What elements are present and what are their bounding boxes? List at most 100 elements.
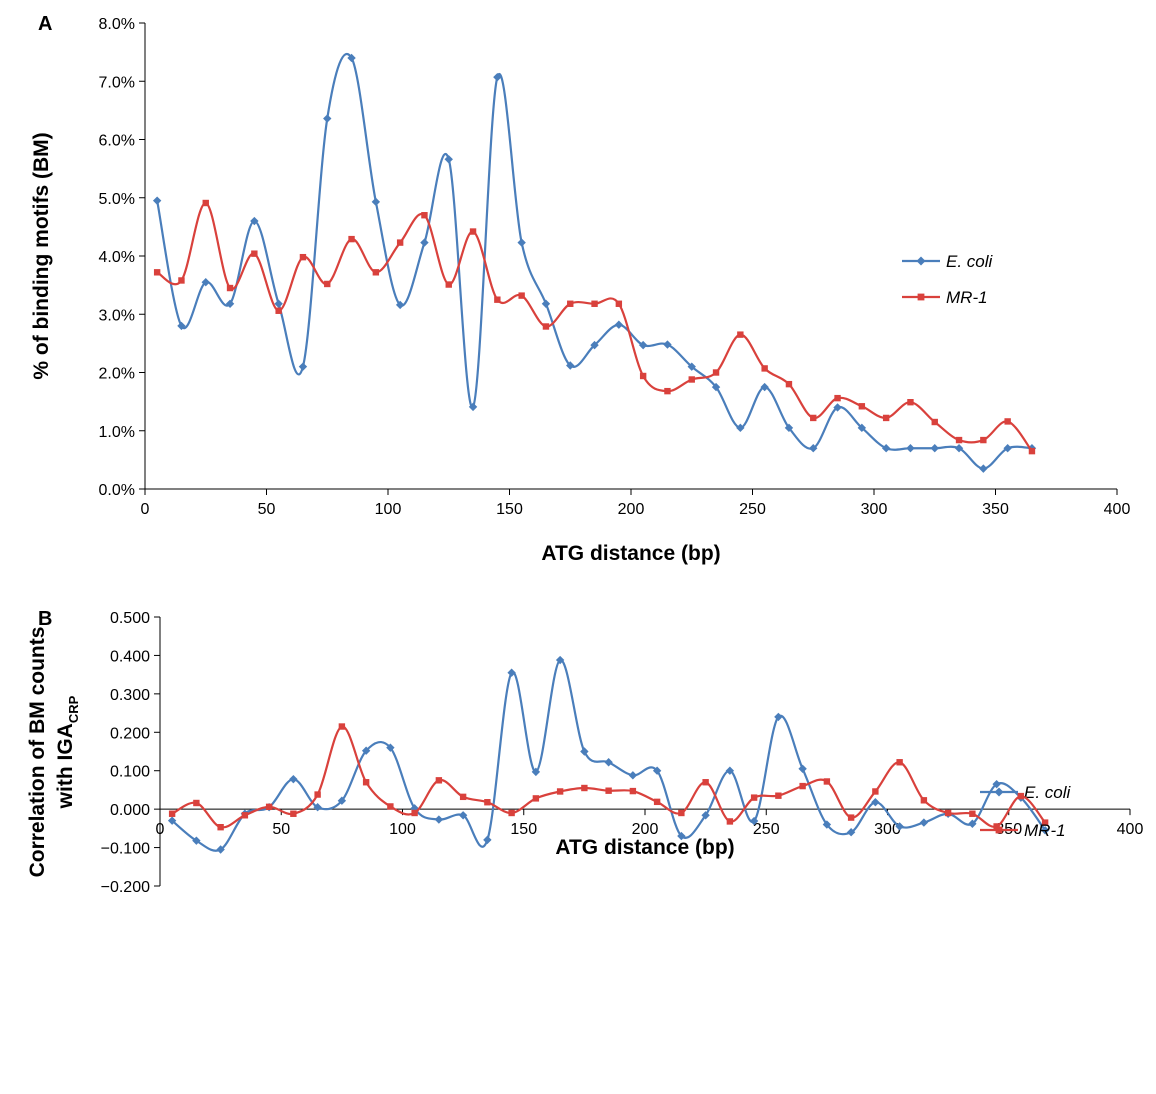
x-tick-label: 50 xyxy=(272,821,290,838)
data-point-mr1 xyxy=(591,300,598,307)
data-point-mr1 xyxy=(629,787,637,795)
y-tick-label: 1.0% xyxy=(99,424,135,441)
x-tick-label: 50 xyxy=(258,501,276,518)
data-point-ecoli xyxy=(774,712,783,722)
data-point-ecoli xyxy=(566,361,575,370)
y-axis-title-line2: with IGA xyxy=(54,723,77,809)
x-tick-label: 0 xyxy=(141,501,150,518)
y-tick-label: −0.100 xyxy=(101,841,150,858)
x-tick-label: 400 xyxy=(1117,821,1144,838)
legend-label-ecoli: E. coli xyxy=(946,252,994,271)
data-point-ecoli xyxy=(954,444,964,453)
data-point-mr1 xyxy=(299,253,307,261)
data-point-ecoli xyxy=(760,382,769,392)
panel-label: A xyxy=(38,13,52,35)
y-tick-label: 8.0% xyxy=(99,16,135,33)
data-point-mr1 xyxy=(726,818,734,825)
data-point-ecoli xyxy=(822,820,832,829)
data-point-mr1 xyxy=(338,723,346,730)
data-point-mr1 xyxy=(823,778,831,785)
y-tick-label: −0.200 xyxy=(101,879,150,896)
data-point-ecoli xyxy=(919,818,929,827)
data-point-ecoli xyxy=(687,362,696,371)
data-point-mr1 xyxy=(785,380,793,388)
panel-b-chart: B −0.200 −0.100 0.000 0.100 0.200 0.300 0.400 0.… xyxy=(26,608,1143,896)
legend-marker-ecoli xyxy=(916,256,926,266)
data-point-ecoli xyxy=(483,835,492,845)
data-point-ecoli xyxy=(871,798,880,807)
data-point-mr1 xyxy=(567,300,574,307)
data-point-mr1 xyxy=(882,414,890,422)
y-tick-label: 0.100 xyxy=(110,764,150,781)
x-tick-label: 150 xyxy=(510,821,537,838)
data-point-ecoli xyxy=(749,816,759,826)
x-axis-title: ATG distance (bp) xyxy=(555,836,734,859)
y-tick-label: 0.0% xyxy=(99,482,135,499)
data-point-mr1 xyxy=(955,436,963,444)
data-point-mr1 xyxy=(834,394,841,402)
data-point-ecoli xyxy=(468,402,478,412)
data-point-mr1 xyxy=(712,369,720,376)
data-point-mr1 xyxy=(615,300,623,307)
data-point-mr1 xyxy=(290,810,297,817)
y-tick-label: 6.0% xyxy=(99,133,135,150)
data-point-ecoli xyxy=(736,423,745,433)
data-point-ecoli xyxy=(274,299,283,308)
data-point-mr1 xyxy=(484,799,491,806)
legend-label-mr1: MR-1 xyxy=(946,288,988,307)
data-point-ecoli xyxy=(289,774,298,784)
y-tick-label: 5.0% xyxy=(99,191,135,208)
x-tick-label: 300 xyxy=(874,821,901,838)
data-point-ecoli xyxy=(420,238,429,247)
data-point-mr1 xyxy=(1028,447,1036,455)
data-point-mr1 xyxy=(275,307,282,314)
y-tick-label: 0.300 xyxy=(110,687,150,704)
y-tick-label: 2.0% xyxy=(99,366,135,383)
data-point-mr1 xyxy=(556,788,564,795)
y-tick-label: 0.400 xyxy=(110,648,150,665)
data-point-mr1 xyxy=(217,824,224,831)
data-point-mr1 xyxy=(396,239,404,246)
series-line-mr1 xyxy=(171,725,1046,829)
data-point-mr1 xyxy=(678,809,685,817)
data-point-ecoli xyxy=(711,382,721,392)
data-point-mr1 xyxy=(435,777,443,784)
data-point-ecoli xyxy=(968,819,977,828)
series-line-ecoli xyxy=(171,658,1047,852)
data-point-mr1 xyxy=(542,323,550,330)
data-point-mr1 xyxy=(387,803,394,810)
data-point-mr1 xyxy=(411,809,418,817)
data-point-ecoli xyxy=(555,655,565,665)
data-point-mr1 xyxy=(750,794,758,801)
data-point-ecoli xyxy=(930,444,939,453)
data-point-mr1 xyxy=(664,387,671,395)
data-point-ecoli xyxy=(225,299,235,308)
data-point-ecoli xyxy=(881,444,891,453)
data-point-mr1 xyxy=(178,277,185,284)
data-point-ecoli xyxy=(337,796,347,805)
data-point-ecoli xyxy=(895,822,904,831)
y-axis-title: Correlation of BM counts with IGACRP xyxy=(26,627,81,878)
data-point-ecoli xyxy=(177,321,186,331)
data-point-mr1 xyxy=(847,814,855,821)
data-point-mr1 xyxy=(324,280,331,288)
data-point-ecoli xyxy=(371,197,381,207)
data-point-mr1 xyxy=(688,376,695,383)
data-point-mr1 xyxy=(494,296,501,303)
y-tick-label: 4.0% xyxy=(99,249,135,266)
legend-label-ecoli: E. coli xyxy=(1024,783,1072,802)
data-point-mr1 xyxy=(226,284,234,292)
x-axis-title: ATG distance (bp) xyxy=(541,542,720,565)
data-point-mr1 xyxy=(445,281,452,288)
data-point-ecoli xyxy=(201,278,210,287)
data-point-ecoli xyxy=(347,53,356,63)
data-point-ecoli xyxy=(614,320,624,329)
data-point-mr1 xyxy=(459,793,467,801)
y-tick-label: 0.200 xyxy=(110,725,150,742)
data-point-mr1 xyxy=(168,810,176,817)
data-point-mr1 xyxy=(193,799,200,807)
y-tick-label: 0.000 xyxy=(110,802,150,819)
x-tick-label: 100 xyxy=(375,501,402,518)
data-point-ecoli xyxy=(992,779,1001,789)
